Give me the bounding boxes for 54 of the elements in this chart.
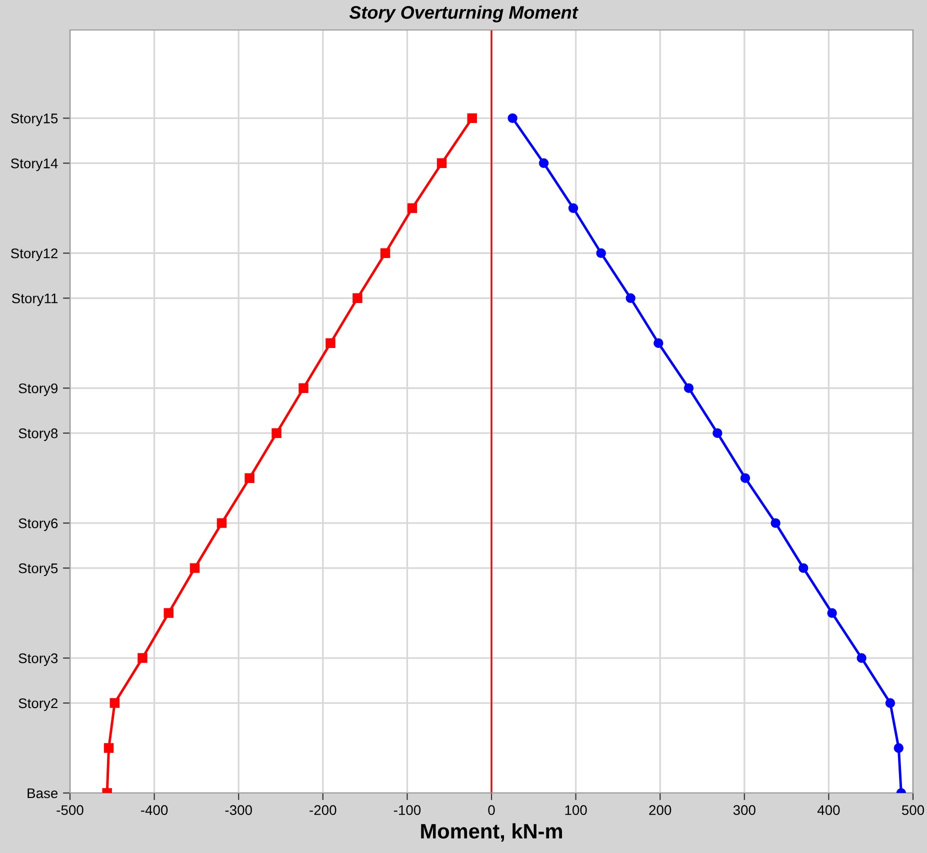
y-tick-label: Story14 [10,158,58,172]
point [798,563,808,573]
y-tick-label: Story2 [18,698,58,711]
point [568,203,578,214]
point [104,743,114,753]
x-tick-label: -500 [56,805,84,816]
point [712,428,722,438]
x-tick-label: 100 [565,805,587,816]
x-tick-label: -200 [310,805,336,816]
point [380,248,390,258]
y-tick-label: Story6 [18,518,58,531]
point [244,473,254,483]
point [856,653,866,663]
y-tick-label: Story3 [18,653,58,666]
point [164,608,174,618]
y-tick-label: Story9 [18,383,58,396]
point [538,158,549,168]
point [298,383,308,393]
x-tick-label: -400 [141,805,168,816]
point [770,518,780,528]
point [138,653,148,663]
point [596,248,606,258]
y-tick-label: Story15 [10,114,58,126]
point [190,563,200,573]
y-tick-label: Story12 [10,248,58,262]
point [407,203,418,214]
point [216,518,227,528]
point [740,473,750,483]
point [894,743,904,753]
x-tick-label: 300 [733,805,756,816]
point [626,293,636,303]
point [326,338,336,348]
point [684,383,694,393]
y-tick-label: Story8 [18,428,58,442]
x-tick-label: -300 [225,805,252,816]
point [436,158,447,168]
point [885,698,896,708]
x-axis-title: Moment, kN-m [421,823,562,842]
x-tick-label: 200 [649,805,672,816]
y-tick-label: Story5 [18,563,58,576]
x-tick-label: -100 [394,805,421,816]
chart-title: Story Overturning Moment [349,6,578,22]
point [352,293,362,303]
point [467,113,477,124]
point [272,428,282,438]
x-tick-label: 500 [902,805,924,816]
y-tick-label: Story11 [12,293,58,306]
point [654,338,664,348]
point [110,698,120,708]
x-tick-label: 400 [817,805,840,816]
point [508,113,518,124]
y-tick-label: Base [28,788,58,798]
x-tick-label: 0 [488,805,495,816]
point [827,608,837,618]
